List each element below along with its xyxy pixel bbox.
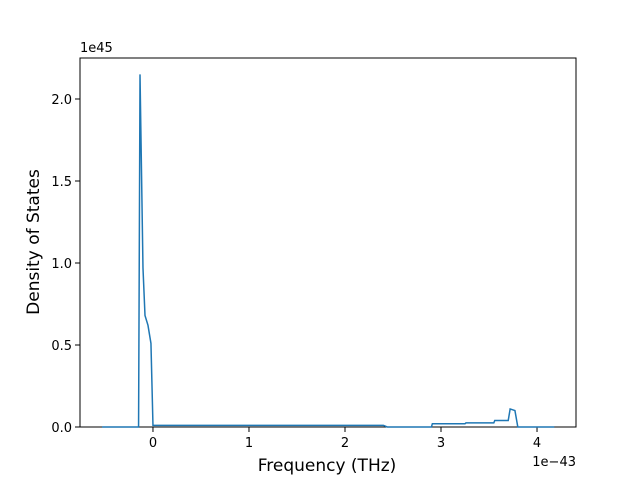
axes-frame [79,57,577,428]
x-tick-label: 0 [149,436,157,451]
y-axis-label: Density of States [24,169,44,315]
y-tick-label: 0.0 [51,421,72,436]
y-tick-label: 1.0 [51,257,72,272]
x-tick-label: 3 [437,436,445,451]
y-offset-label: 1e45 [80,41,113,56]
x-tick-label: 4 [533,436,541,451]
y-tick-label: 1.5 [51,175,72,190]
x-axis-label: Frequency (THz) [258,456,397,476]
x-tick-label: 1 [245,436,253,451]
data-line [102,74,555,428]
x-offset-label: 1e−43 [532,455,576,470]
y-tick-label: 2.0 [51,93,72,108]
y-tick-label: 0.5 [51,339,72,354]
x-tick-label: 2 [341,436,349,451]
